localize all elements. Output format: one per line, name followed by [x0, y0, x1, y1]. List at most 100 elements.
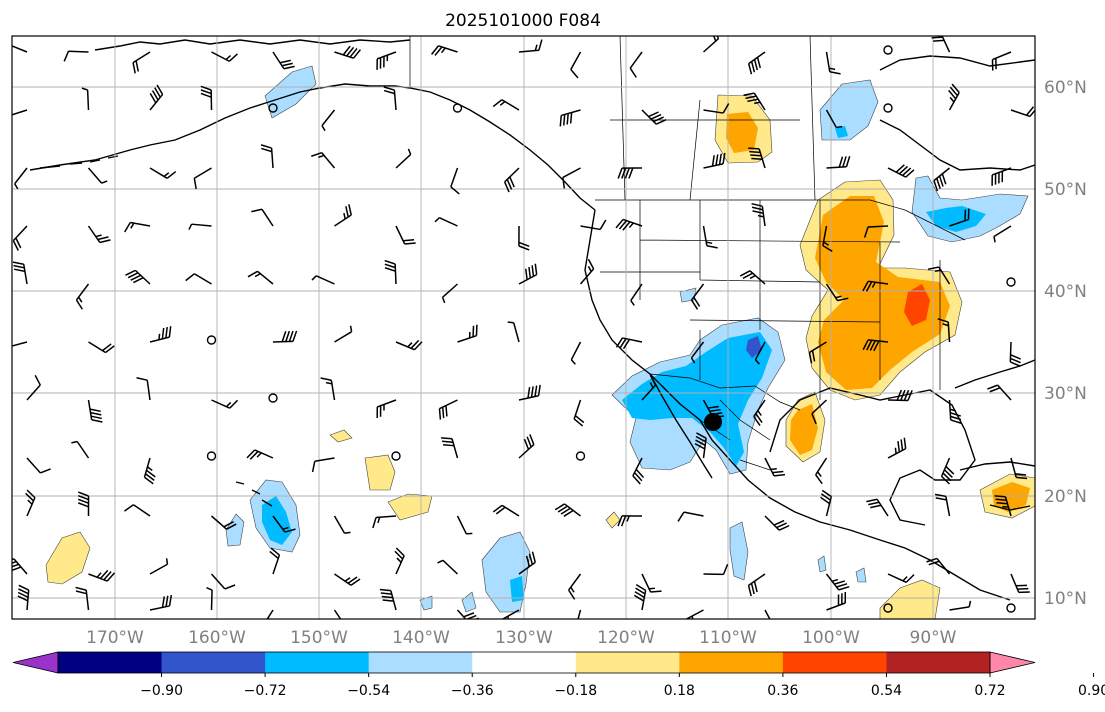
north-america-west-coastline	[584, 209, 1011, 601]
negative-anomaly-region	[225, 513, 245, 547]
wind-barb	[570, 51, 582, 79]
wind-barb	[933, 167, 950, 192]
us-state-borders	[600, 200, 941, 400]
latitude-tick-label: 50°N	[1044, 180, 1087, 200]
wind-barb	[518, 39, 543, 53]
negative-anomaly-region	[817, 555, 827, 573]
us-mexico-border	[649, 373, 801, 411]
wind-barb	[87, 225, 111, 244]
wind-barb	[690, 283, 705, 310]
wind-barb	[75, 586, 90, 611]
wind-barb	[379, 588, 397, 611]
wind-barb	[334, 325, 353, 343]
wind-barbs	[12, 36, 1035, 619]
wind-barb	[694, 432, 707, 459]
wind-barb	[747, 51, 766, 75]
colorbar-swatch	[58, 652, 163, 673]
figure-title: 2025101000 F084	[445, 11, 601, 31]
wind-barb	[334, 204, 352, 227]
wind-barb	[260, 144, 274, 169]
wind-barb	[940, 457, 955, 485]
positive-anomaly-region	[879, 579, 941, 619]
wind-barb	[149, 594, 173, 611]
wind-barb	[441, 437, 459, 459]
wind-barb	[251, 208, 274, 227]
positive-anomaly-region	[904, 284, 930, 326]
wind-barb	[149, 167, 177, 179]
aleutian-islands	[39, 155, 119, 169]
wind-barb	[570, 341, 582, 365]
negative-anomaly-region	[419, 595, 433, 611]
wind-barb	[334, 573, 361, 586]
negative-anomaly-region	[264, 65, 317, 119]
wind-barb	[12, 341, 28, 347]
wind-barb	[751, 202, 766, 227]
florida-coastline	[954, 359, 1035, 389]
wind-barb	[863, 225, 889, 238]
wind-barb	[518, 263, 538, 285]
wind-barb	[185, 273, 212, 285]
wind-barb	[949, 208, 970, 227]
negative-anomaly-region	[746, 336, 762, 358]
wind-barb	[334, 45, 361, 59]
colorbar-tick-label: 0.72	[974, 683, 1005, 699]
wind-barb	[559, 109, 581, 127]
longitude-tick-label: 150°W	[290, 628, 348, 648]
wind-barb	[210, 573, 236, 590]
wind-barb	[633, 583, 647, 611]
wind-barb	[883, 45, 893, 55]
wind-barb	[764, 457, 786, 477]
colorbar-swatch	[368, 652, 473, 673]
wind-barb	[825, 51, 841, 75]
wind-barb	[934, 493, 951, 517]
wind-barb	[887, 164, 915, 178]
wind-barb	[14, 167, 28, 190]
gridlines	[12, 36, 1035, 619]
wind-barb	[333, 515, 351, 535]
wind-barb	[456, 515, 473, 535]
negative-anomaly-region	[835, 126, 848, 138]
wind-barb	[438, 399, 458, 420]
wind-barb	[518, 551, 536, 575]
negative-anomaly-region	[510, 576, 524, 602]
positive-anomaly-region	[790, 404, 818, 455]
colorbar-tick-label: −0.72	[244, 683, 287, 699]
wind-barb	[269, 547, 281, 575]
wind-barb	[862, 339, 889, 352]
negative-anomaly-region	[729, 521, 749, 581]
wind-barb	[747, 573, 766, 597]
wind-barb	[206, 335, 217, 345]
wind-barb	[1010, 573, 1030, 594]
wind-barb	[136, 377, 151, 401]
wind-barb	[12, 45, 28, 53]
latitude-tick-label: 40°N	[1044, 282, 1087, 302]
wind-barb	[383, 86, 397, 111]
wind-barb	[12, 261, 28, 285]
wind-barb	[63, 50, 89, 62]
wind-barb	[994, 495, 1012, 517]
wind-barb	[862, 280, 889, 292]
colorbar-swatch	[575, 652, 680, 673]
wind-barb	[75, 283, 90, 310]
wind-barb	[441, 283, 458, 304]
colorbar-tick-label: 0.54	[871, 683, 902, 699]
wind-barb	[580, 219, 607, 231]
wind-barb	[617, 515, 643, 527]
wind-barb	[822, 225, 833, 253]
baja-peninsula	[649, 373, 713, 479]
wind-barb	[820, 489, 833, 517]
wind-barb	[77, 491, 90, 517]
canada-province-borders	[610, 36, 816, 201]
alaska-north-coastline	[94, 39, 411, 51]
latitude-axis: 10°N 20°N 30°N 40°N 50°N 60°N	[1044, 78, 1087, 609]
wind-barb	[573, 399, 585, 427]
wind-barb	[211, 515, 237, 530]
wind-barb	[887, 389, 913, 402]
positive-anomaly-region	[815, 196, 950, 390]
wind-barb	[987, 384, 1012, 401]
wind-barb	[825, 283, 849, 302]
latitude-tick-label: 20°N	[1044, 487, 1087, 507]
wind-barb	[630, 283, 643, 306]
wind-barb	[866, 498, 889, 517]
wind-barb	[434, 216, 458, 227]
